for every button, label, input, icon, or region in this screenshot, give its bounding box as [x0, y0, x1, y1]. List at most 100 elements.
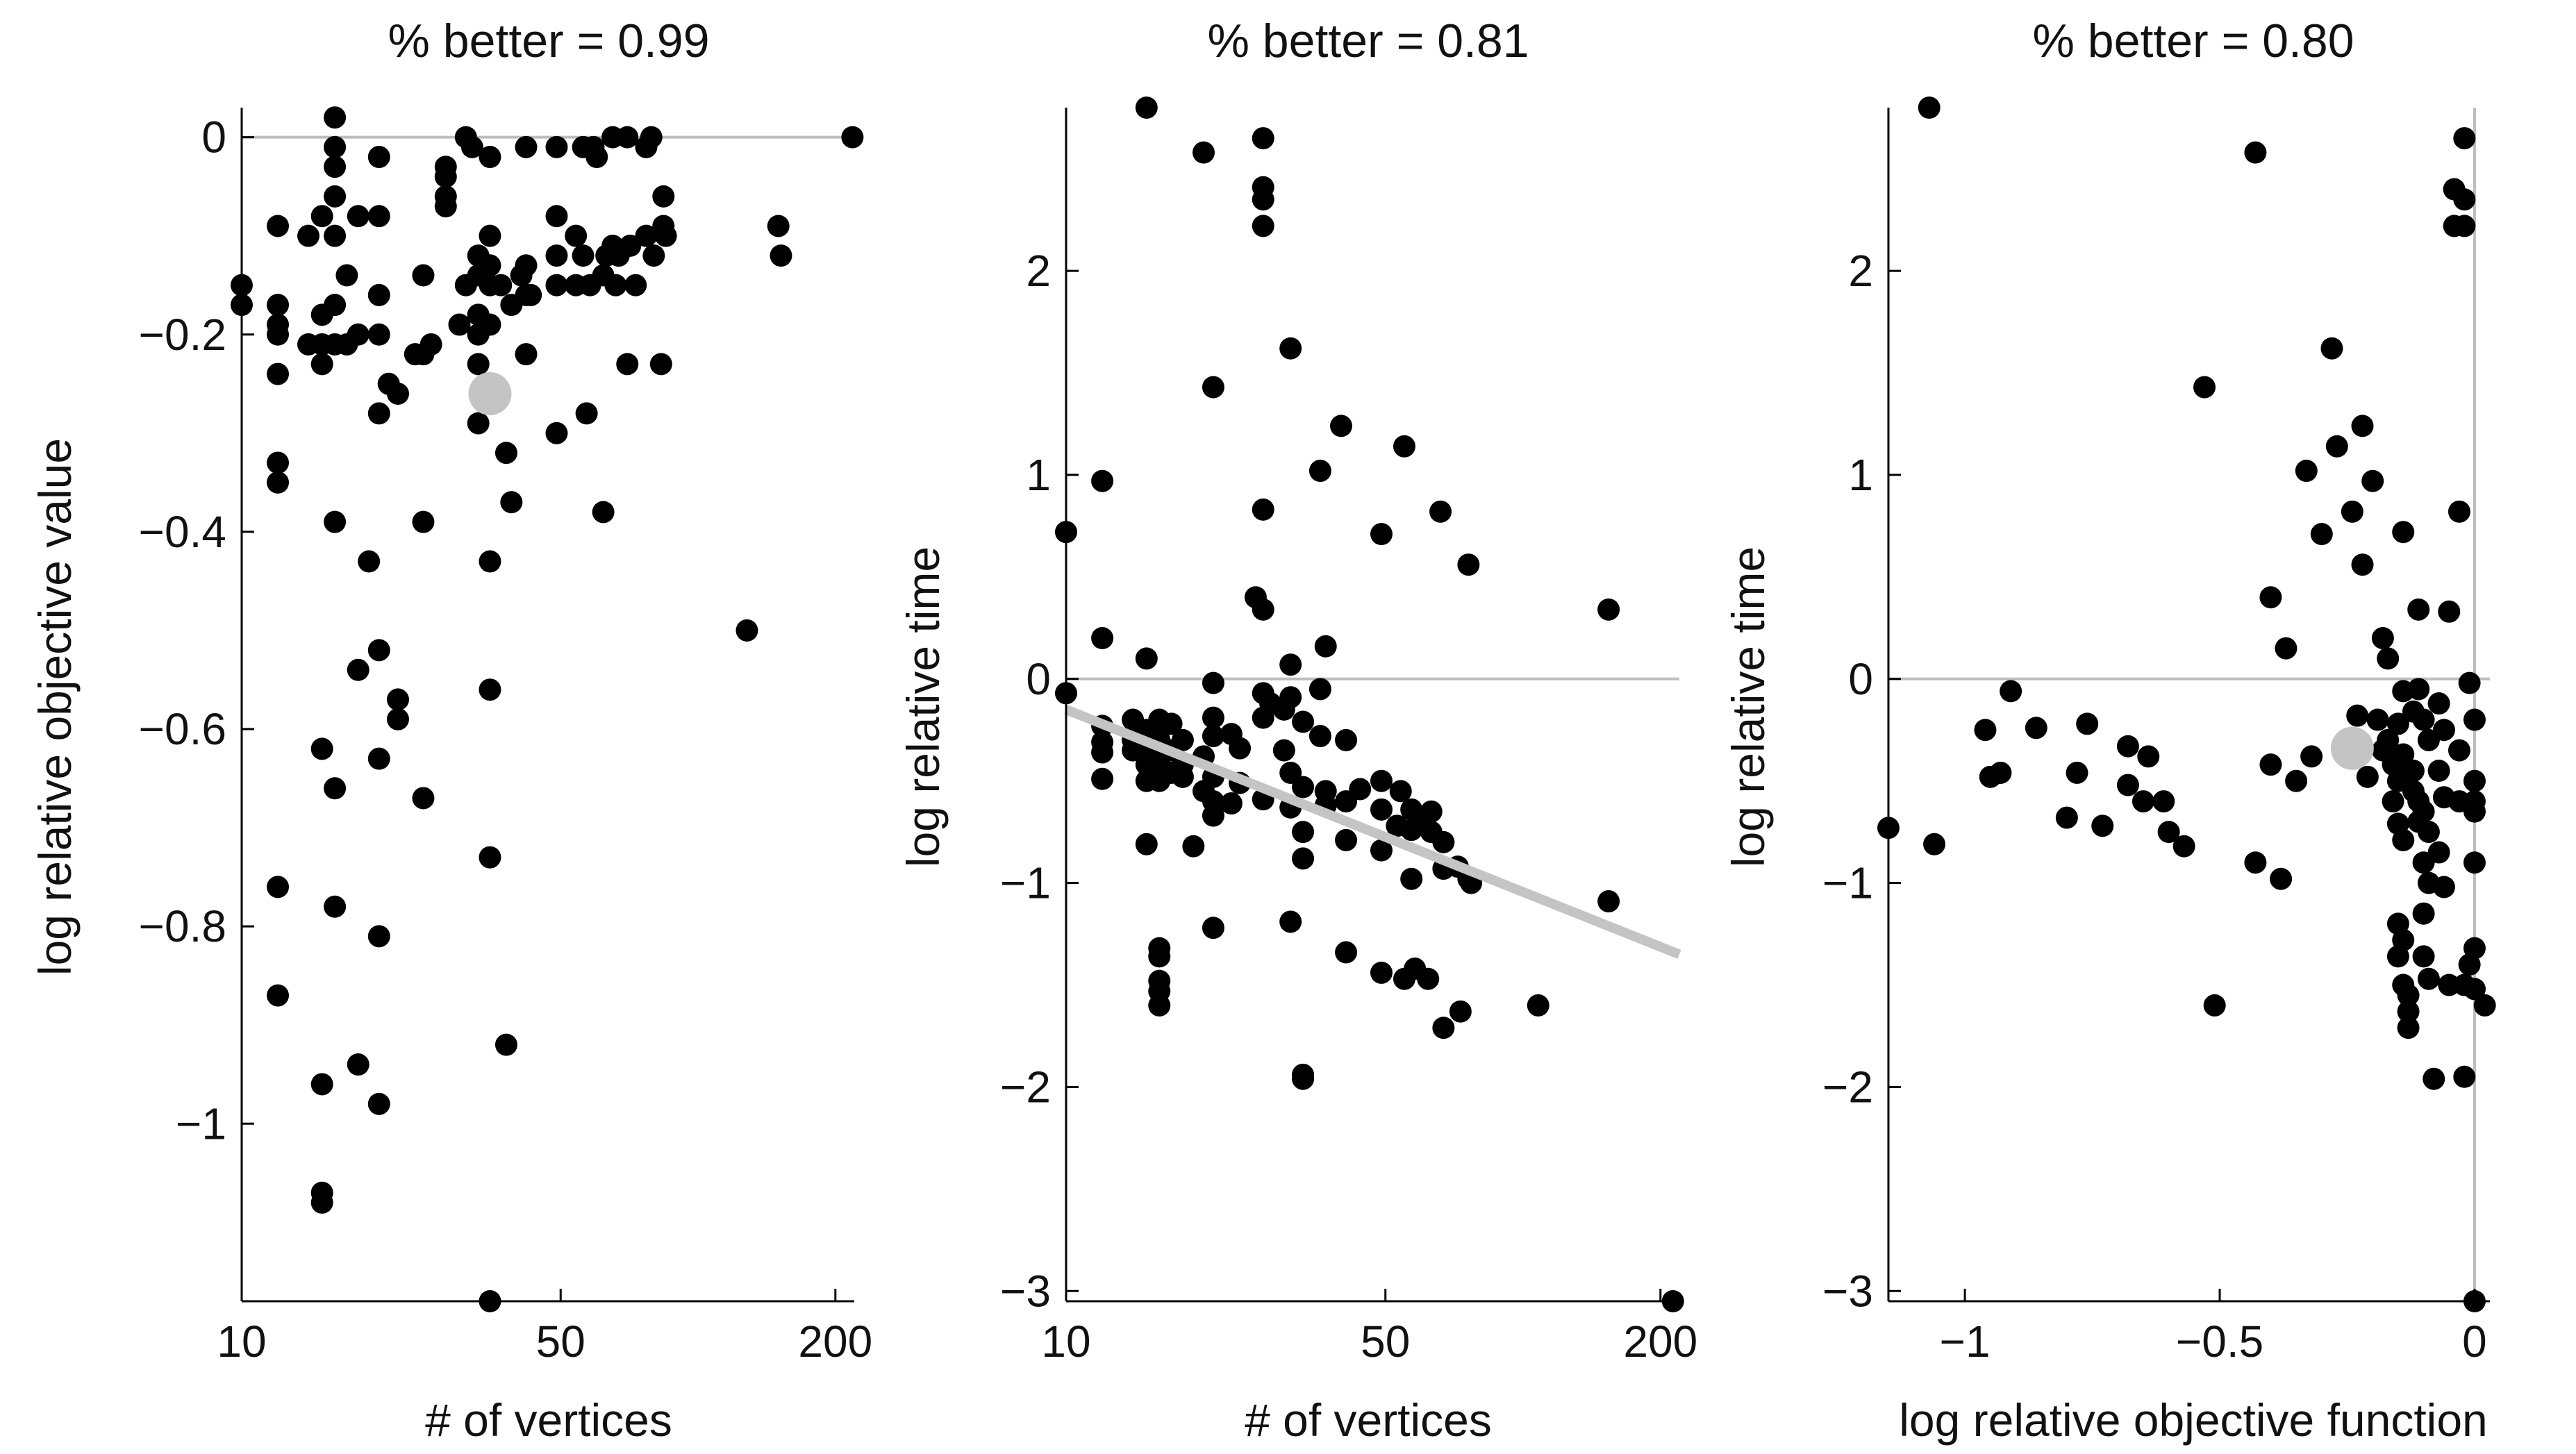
data-point	[2392, 928, 2415, 951]
data-point	[479, 254, 501, 277]
data-point	[2427, 692, 2450, 715]
data-point	[479, 146, 501, 169]
data-point	[2438, 600, 2461, 623]
data-point	[2270, 867, 2293, 890]
data-point	[2366, 708, 2389, 731]
data-point	[1091, 741, 1114, 764]
data-point	[324, 777, 347, 800]
data-point	[386, 382, 409, 405]
data-point	[412, 264, 435, 287]
data-point	[515, 343, 538, 366]
data-point	[1220, 792, 1243, 815]
data-point	[545, 421, 568, 444]
data-point	[2463, 978, 2486, 1001]
data-point	[2448, 500, 2470, 523]
scatter-panel-3: % better = 0.80 2 1 0 −1 −2 −3 −1 −0.5 0 log rel…	[1722, 15, 2496, 1446]
data-point	[412, 787, 435, 810]
data-point	[515, 254, 538, 277]
data-point	[1272, 739, 1295, 762]
data-point	[1597, 890, 1620, 913]
y-tick-label: −3	[1000, 1266, 1051, 1316]
scatter-panel-1: % better = 0.99 0 −0.2 −0.4 −0.6 −0.8 −1 10 50 2…	[29, 15, 872, 1446]
data-point	[2172, 835, 2195, 858]
data-point	[2427, 841, 2450, 864]
data-point	[640, 126, 663, 149]
data-point	[1292, 821, 1315, 844]
data-point	[367, 402, 390, 425]
data-point	[386, 708, 409, 730]
data-point	[767, 215, 790, 237]
data-point	[619, 234, 642, 257]
data-point	[1923, 833, 1946, 855]
x-tick-label: 50	[536, 1317, 585, 1367]
y-tick-label: −2	[1822, 1062, 1873, 1112]
data-point	[1308, 460, 1331, 483]
panel-3-x-axis-label: log relative objective function	[1899, 1394, 2488, 1446]
data-point	[2320, 337, 2343, 360]
data-point	[2412, 945, 2435, 968]
data-point	[1171, 765, 1194, 788]
data-point	[1202, 376, 1224, 399]
data-point	[1314, 635, 1337, 658]
data-point	[434, 165, 457, 188]
data-point	[1292, 1067, 1315, 1090]
data-point	[770, 244, 792, 267]
data-point	[1252, 598, 1274, 621]
data-point	[347, 323, 369, 346]
data-point	[1432, 830, 1455, 853]
data-point	[367, 323, 390, 346]
y-tick-label: −1	[176, 1098, 226, 1148]
y-tick-label: 1	[1026, 450, 1051, 500]
data-point	[324, 510, 347, 533]
y-tick-label: −3	[1822, 1266, 1873, 1316]
data-point	[2453, 188, 2476, 211]
data-point	[642, 244, 665, 267]
data-point	[1229, 737, 1252, 760]
data-point	[2193, 376, 2216, 399]
data-point	[1182, 835, 1205, 858]
data-point	[1400, 867, 1423, 890]
panel-2-trend-line	[1064, 705, 1681, 959]
data-point	[367, 639, 390, 662]
data-point	[386, 688, 409, 711]
data-point	[460, 135, 483, 158]
panel-1-ticks: 0 −0.2 −0.4 −0.6 −0.8 −1 10 50 200	[139, 112, 873, 1367]
data-point	[1135, 97, 1158, 119]
data-point	[267, 451, 290, 474]
data-point	[2407, 678, 2430, 701]
panel-2-title: % better = 0.81	[1207, 15, 1529, 67]
data-point	[1370, 769, 1393, 792]
y-tick-label: −2	[1000, 1062, 1051, 1112]
data-point	[2392, 521, 2415, 544]
data-point	[1335, 728, 1358, 751]
y-tick-label: −1	[1822, 858, 1873, 908]
x-tick-label: 200	[1623, 1317, 1697, 1367]
data-point	[2412, 708, 2435, 731]
data-point	[1349, 778, 1372, 801]
data-point	[2275, 637, 2297, 660]
data-point	[367, 146, 390, 169]
y-tick-label: 0	[1848, 654, 1873, 704]
data-point	[1308, 725, 1331, 748]
data-point	[2402, 760, 2425, 782]
data-point	[2427, 760, 2450, 782]
data-point	[1148, 945, 1171, 968]
panel-3-ticks: 2 1 0 −1 −2 −3 −1 −0.5 0	[1822, 246, 2487, 1367]
data-point	[324, 185, 347, 208]
data-point	[267, 362, 290, 385]
y-tick-label: −0.2	[139, 310, 226, 360]
data-point	[1171, 728, 1194, 751]
data-point	[565, 224, 588, 247]
data-point	[2386, 712, 2409, 735]
data-point	[1432, 1017, 1455, 1039]
data-point	[324, 106, 347, 129]
y-tick-label: 2	[1848, 246, 1873, 296]
data-point	[2382, 790, 2404, 813]
data-point	[1597, 598, 1620, 621]
data-point	[2392, 828, 2415, 851]
data-point	[310, 1073, 333, 1096]
data-point	[479, 678, 501, 701]
data-point	[335, 264, 358, 287]
data-point	[1974, 719, 1997, 742]
data-point	[367, 747, 390, 770]
